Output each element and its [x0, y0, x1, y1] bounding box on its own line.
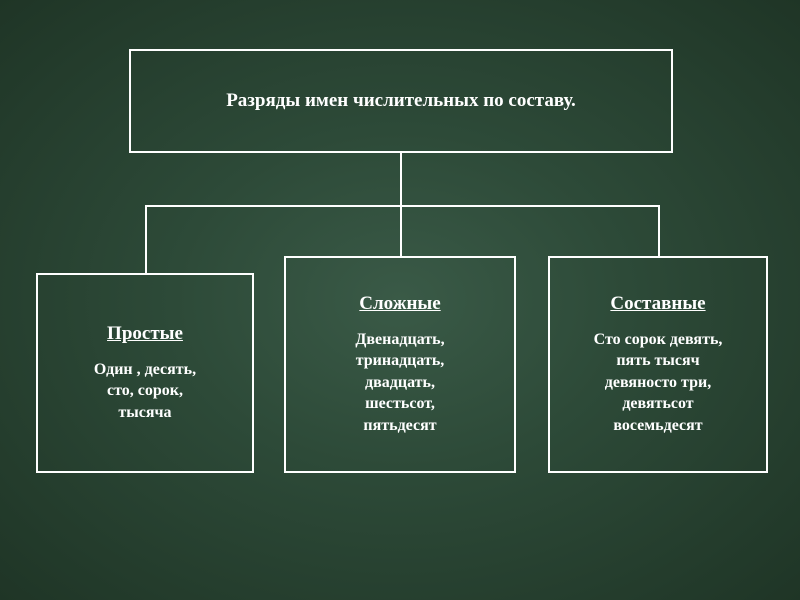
child-box-complex: Сложные Двенадцать, тринадцать, двадцать…	[284, 256, 516, 473]
child-body: Сто сорок девять, пять тысяч девяносто т…	[558, 329, 758, 437]
connector-drop-right	[658, 205, 660, 256]
child-box-simple: Простые Один , десять, сто, сорок, тысяч…	[36, 273, 254, 473]
child-title: Простые	[46, 323, 244, 345]
child-box-compound: Составные Сто сорок девять, пять тысяч д…	[548, 256, 768, 473]
connector-stem	[400, 153, 402, 205]
connector-drop-left	[145, 205, 147, 273]
child-body: Один , десять, сто, сорок, тысяча	[46, 359, 244, 424]
child-title: Сложные	[294, 293, 506, 315]
child-body: Двенадцать, тринадцать, двадцать, шестьс…	[294, 329, 506, 437]
root-box: Разряды имен числительных по составу.	[129, 49, 673, 153]
root-title: Разряды имен числительных по составу.	[139, 90, 663, 112]
connector-drop-middle	[400, 205, 402, 256]
child-title: Составные	[558, 293, 758, 315]
connector-hbar	[145, 205, 660, 207]
